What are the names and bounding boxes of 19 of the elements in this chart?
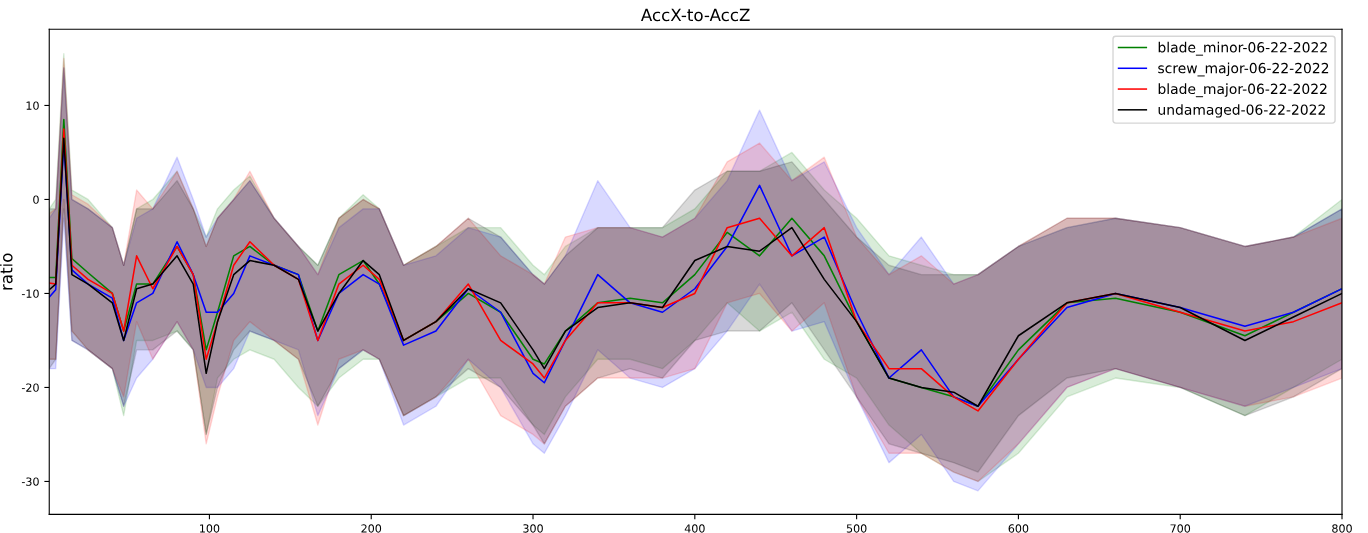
- legend-label: blade_minor-06-22-2022: [1158, 41, 1327, 56]
- x-tick-label: 300: [523, 524, 543, 533]
- y-tick-label: 10: [26, 101, 39, 110]
- y-tick-label: -20: [21, 383, 39, 392]
- x-tick-label: 700: [1170, 524, 1191, 533]
- y-tick-label: 0: [33, 195, 39, 204]
- legend-label: screw_major-06-22-2022: [1158, 62, 1329, 77]
- y-tick-label: -10: [21, 289, 39, 298]
- chart-title: AccX-to-AccZ: [640, 8, 750, 22]
- x-tick-label: 100: [200, 524, 220, 533]
- x-tick-label: 600: [1008, 524, 1029, 533]
- legend-label: undamaged-06-22-2022: [1158, 104, 1325, 118]
- x-tick-label: 400: [684, 524, 705, 533]
- y-axis-title: ratio: [0, 253, 13, 290]
- x-tick-label: 800: [1332, 524, 1352, 533]
- y-tick-label: -30: [21, 477, 39, 486]
- x-tick-label: 500: [846, 524, 867, 533]
- x-tick-label: 200: [361, 524, 382, 533]
- legend-label: blade_major-06-22-2022: [1158, 83, 1327, 98]
